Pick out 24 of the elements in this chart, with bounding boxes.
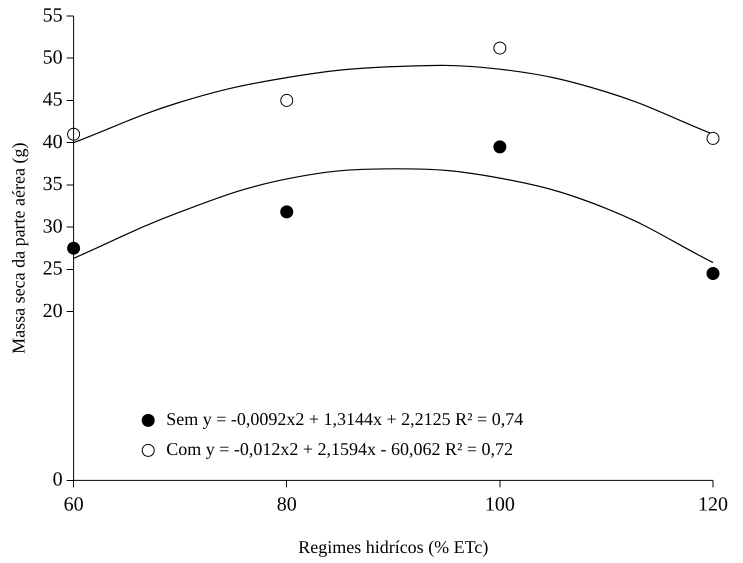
point [280,94,294,107]
legend-label: Com y = -0,012x2 + 2,1594x - 60,062 R² = 0,72 [166,439,514,460]
x-tick-label: 60 [64,494,84,516]
point [706,132,720,145]
legend-label: Sem y = -0,0092x2 + 1,3144x + 2,2125 R² = 0,74 [166,409,524,430]
y-tick-label: 20 [42,300,63,322]
x-tick-label: 120 [698,494,728,516]
y-tick-label: 30 [42,215,63,238]
y-tick-label: 0 [52,468,63,491]
point [67,242,80,255]
x-tick-label: 100 [484,494,515,516]
y-tick-label: 55 [42,4,63,26]
y-tick-label: 50 [42,46,63,68]
y-tick-label: 45 [42,88,63,111]
y-tick-label: 25 [42,258,63,280]
point [706,267,720,280]
x-axis-title: Regimes hidrícos (% ETc) [298,536,488,557]
point [280,205,294,218]
point [493,140,506,154]
y-tick-label: 35 [42,173,63,196]
point [493,42,506,55]
x-tick-label: 80 [276,494,297,516]
y-tick-label: 40 [42,130,63,153]
y-axis-title: Massa seca da parte aérea (g) [8,142,29,354]
